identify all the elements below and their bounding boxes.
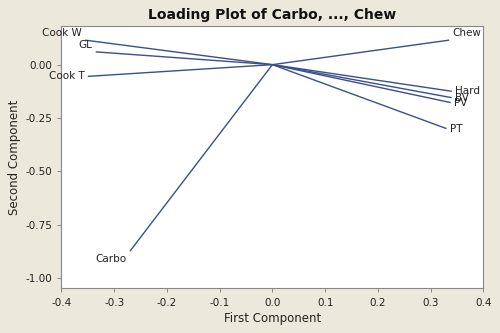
Title: Loading Plot of Carbo, ..., Chew: Loading Plot of Carbo, ..., Chew <box>148 8 396 22</box>
Text: Cook T: Cook T <box>49 71 84 81</box>
Text: GL: GL <box>78 40 92 50</box>
X-axis label: First Component: First Component <box>224 312 321 325</box>
Text: PT: PT <box>450 124 462 134</box>
Text: Hard: Hard <box>455 86 480 96</box>
Text: Chew: Chew <box>452 28 481 38</box>
Text: Cook W: Cook W <box>42 28 82 38</box>
Y-axis label: Second Component: Second Component <box>8 100 22 215</box>
Text: BV: BV <box>455 93 469 103</box>
Text: Carbo: Carbo <box>96 254 127 264</box>
Text: PV: PV <box>454 98 468 108</box>
